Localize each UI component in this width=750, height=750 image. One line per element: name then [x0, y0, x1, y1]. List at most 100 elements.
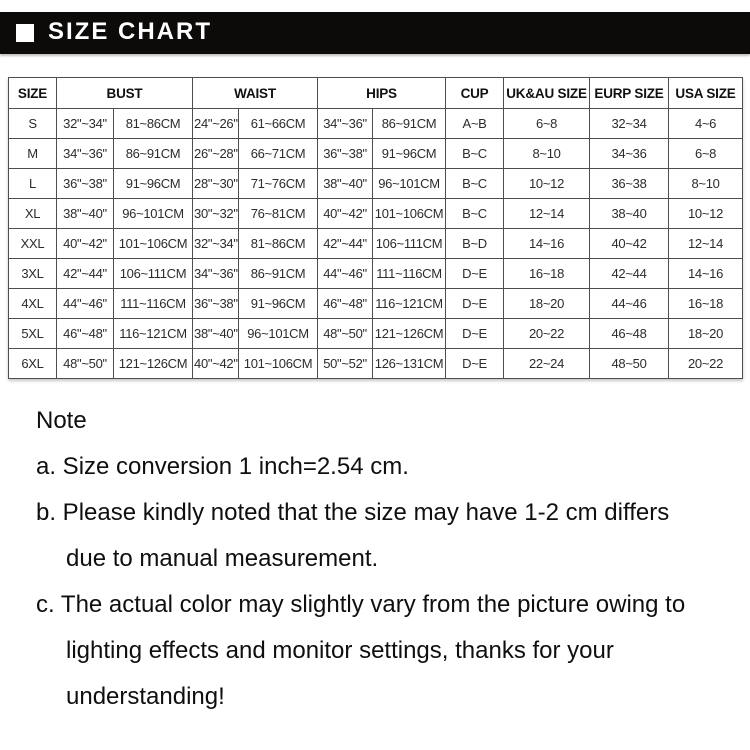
table-cell: D~E [445, 288, 505, 319]
table-cell: 50"~52" [317, 348, 374, 379]
table-cell: 22~24 [503, 348, 591, 379]
column-header: UK&AU SIZE [503, 77, 591, 109]
table-cell: 101~106CM [372, 198, 447, 229]
table-cell: L [8, 168, 57, 199]
table-cell: 96~101CM [112, 198, 194, 229]
note-line: b. Please kindly noted that the size may… [36, 499, 670, 526]
column-header: WAIST [192, 77, 319, 109]
table-cell: XL [8, 198, 57, 229]
table-cell: 86~91CM [372, 108, 447, 139]
table-cell: 101~106CM [238, 348, 319, 379]
table-cell: 81~86CM [238, 228, 319, 259]
note-line: c. The actual color may slightly vary fr… [36, 591, 686, 618]
table-cell: 34~36 [589, 138, 670, 169]
notes-section: Note a. Size conversion 1 inch=2.54 cm. b… [36, 398, 736, 720]
table-cell: XXL [8, 228, 57, 259]
table-cell: 76~81CM [238, 198, 319, 229]
table-cell: 86~91CM [112, 138, 194, 169]
notes-list: a. Size conversion 1 inch=2.54 cm. b. Ple… [36, 444, 736, 720]
column-header: BUST [55, 77, 194, 109]
table-cell: 26"~28" [192, 138, 240, 169]
table-cell: 36"~38" [192, 288, 240, 319]
table-cell: 48"~50" [56, 348, 114, 379]
table-cell: 28"~30" [192, 168, 240, 199]
table-cell: 46"~48" [317, 288, 374, 319]
table-cell: 61~66CM [238, 108, 319, 139]
table-cell: 106~111CM [372, 228, 447, 259]
table-cell: 116~121CM [112, 318, 194, 349]
table-row: M 34"~36" 86~91CM 26"~28" 66~71CM 36"~38" 91~9… [8, 138, 744, 169]
size-table-header-row: SIZE BUST WAIST HIPS CUP UK&AU SIZE EURP SIZE U… [8, 77, 744, 109]
table-cell: 66~71CM [238, 138, 319, 169]
table-cell: 36~38 [589, 168, 670, 199]
table-cell: 16~18 [668, 288, 744, 319]
table-cell: 48"~50" [317, 318, 374, 349]
size-chart-title-bar: SIZE CHART [0, 12, 750, 54]
table-cell: 20~22 [503, 318, 591, 349]
table-cell: 4~6 [668, 108, 744, 139]
table-cell: 91~96CM [238, 288, 319, 319]
square-bullet-icon [16, 24, 34, 42]
table-cell: 111~116CM [372, 258, 447, 289]
table-row: S 32"~34" 81~86CM 24"~26" 61~66CM 34"~36" 86~9… [8, 108, 744, 139]
notes-heading: Note [36, 407, 87, 434]
table-cell: 81~86CM [112, 108, 194, 139]
table-cell: 30"~32" [192, 198, 240, 229]
column-header: SIZE [8, 77, 57, 109]
table-cell: 8~10 [503, 138, 591, 169]
table-cell: A~B [445, 108, 505, 139]
table-cell: 4XL [8, 288, 57, 319]
table-cell: 34"~36" [317, 108, 374, 139]
table-cell: 42"~44" [56, 258, 114, 289]
table-cell: 38"~40" [56, 198, 114, 229]
table-cell: 48~50 [589, 348, 670, 379]
table-cell: S [8, 108, 57, 139]
size-table-body: S 32"~34" 81~86CM 24"~26" 61~66CM 34"~36" 86~9… [8, 108, 744, 379]
table-cell: 5XL [8, 318, 57, 349]
note-line: due to manual measurement. [66, 545, 379, 572]
table-cell: 10~12 [503, 168, 591, 199]
note-line: a. Size conversion 1 inch=2.54 cm. [36, 453, 409, 480]
table-cell: 42"~44" [317, 228, 374, 259]
table-cell: 36"~38" [56, 168, 114, 199]
column-header: HIPS [317, 77, 447, 109]
table-cell: 32"~34" [56, 108, 114, 139]
table-cell: 8~10 [668, 168, 744, 199]
table-cell: 116~121CM [372, 288, 447, 319]
table-cell: D~E [445, 348, 505, 379]
table-row: L 36"~38" 91~96CM 28"~30" 71~76CM 38"~40" 96~1… [8, 168, 744, 199]
table-cell: 46"~48" [56, 318, 114, 349]
table-cell: 86~91CM [238, 258, 319, 289]
column-header: CUP [445, 77, 505, 109]
table-cell: 96~101CM [238, 318, 319, 349]
table-row: 6XL 48"~50" 121~126CM 40"~42" 101~106CM 50"~5… [8, 348, 744, 379]
table-cell: 46~48 [589, 318, 670, 349]
table-cell: 40~42 [589, 228, 670, 259]
table-cell: 111~116CM [112, 288, 194, 319]
table-cell: 126~131CM [372, 348, 447, 379]
table-cell: 12~14 [503, 198, 591, 229]
column-header: EURP SIZE [589, 77, 670, 109]
page-title: SIZE CHART [48, 18, 212, 45]
table-cell: M [8, 138, 57, 169]
table-cell: 106~111CM [112, 258, 194, 289]
table-cell: D~E [445, 258, 505, 289]
table-cell: 16~18 [503, 258, 591, 289]
note-line: understanding! [66, 683, 225, 710]
table-cell: 44~46 [589, 288, 670, 319]
table-cell: 38"~40" [317, 168, 374, 199]
column-header: USA SIZE [668, 77, 744, 109]
table-cell: 121~126CM [372, 318, 447, 349]
table-cell: 32~34 [589, 108, 670, 139]
table-cell: 121~126CM [112, 348, 194, 379]
table-cell: 34"~36" [56, 138, 114, 169]
table-cell: 6XL [8, 348, 57, 379]
table-cell: B~C [445, 138, 505, 169]
table-cell: B~C [445, 198, 505, 229]
table-cell: 18~20 [503, 288, 591, 319]
table-cell: 91~96CM [372, 138, 447, 169]
table-cell: 20~22 [668, 348, 744, 379]
table-cell: 18~20 [668, 318, 744, 349]
table-row: 4XL 44"~46" 111~116CM 36"~38" 91~96CM 46"~48"… [8, 288, 744, 319]
